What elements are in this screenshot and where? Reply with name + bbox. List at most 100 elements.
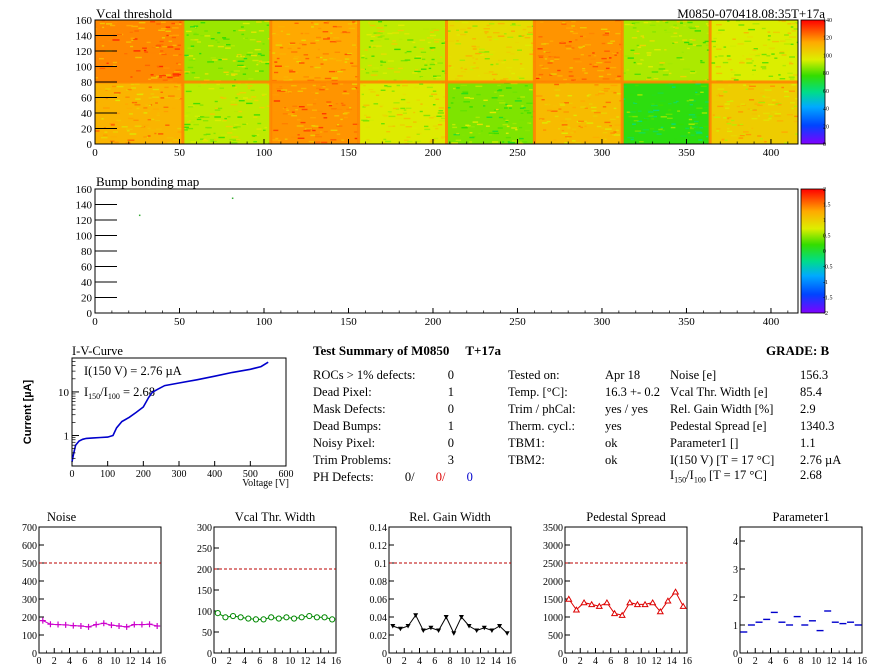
- y-tick-label: 500: [548, 631, 563, 642]
- x-tick-label: 50: [174, 147, 186, 159]
- iv-x-tick-label: 600: [279, 469, 294, 480]
- vcal-pixel: [491, 97, 498, 99]
- vcal-pixel: [622, 72, 626, 74]
- vcal-pixel: [763, 112, 770, 115]
- vcal-pixel: [455, 43, 462, 45]
- vcal-pixel: [411, 127, 418, 129]
- vcal-pixel: [336, 125, 343, 127]
- vcal-pixel: [517, 142, 524, 144]
- vcal-pixel: [272, 139, 278, 141]
- vcal-pixel: [364, 105, 367, 107]
- vcal-pixel: [673, 32, 678, 34]
- vcal-pixel: [563, 78, 567, 81]
- vcal-pixel: [371, 55, 375, 57]
- vcal-pixel: [516, 97, 521, 100]
- y-tick-label: 600: [22, 541, 37, 552]
- vcal-pixel: [238, 100, 245, 102]
- vcal-pixel: [572, 32, 578, 35]
- vcal-pixel: [558, 128, 561, 130]
- vcal-pixel: [254, 70, 262, 72]
- vcal-pixel: [657, 75, 661, 77]
- vcal-pixel: [553, 105, 557, 107]
- x-tick-label: 16: [156, 656, 166, 667]
- vcal-axes: 0 50 100 150 200 250 300 350 4000204060801001201…: [76, 15, 789, 159]
- vcal-pixel: [596, 62, 603, 64]
- vcal-pixel: [509, 107, 512, 109]
- vcal-pixel: [745, 58, 753, 60]
- vcal-pixel: [598, 90, 604, 93]
- vcal-pixel: [344, 58, 350, 60]
- vcal-pixel: [289, 42, 296, 44]
- vcal-pixel: [717, 105, 724, 108]
- vcal-pixel: [237, 116, 243, 118]
- vcal-pixel: [595, 94, 599, 96]
- vcal-pixel: [196, 118, 202, 121]
- vcal-pixel: [172, 44, 177, 47]
- vcal-pixel: [538, 73, 544, 76]
- vcal-pixel: [794, 105, 797, 107]
- vcal-pixel: [598, 93, 605, 95]
- vcal-pixel: [365, 72, 370, 74]
- vcal-pixel: [402, 112, 407, 114]
- vcal-pixel: [505, 119, 509, 122]
- vcal-pixel: [462, 91, 469, 93]
- vcal-pixel: [484, 51, 490, 53]
- vcal-pixel: [423, 28, 430, 30]
- vcal-pixel: [626, 111, 632, 113]
- vcal-heatmap-cells: [95, 20, 798, 144]
- vcal-pixel: [452, 123, 456, 126]
- vcal-pixel: [288, 69, 293, 71]
- vcal-pixel: [548, 56, 552, 58]
- vcal-pixel: [266, 24, 269, 26]
- vcal-pixel: [263, 124, 269, 126]
- vcal-pixel: [237, 64, 244, 67]
- vcal-pixel: [344, 112, 350, 114]
- vcal-pixel: [541, 66, 545, 68]
- vcal-pixel: [656, 133, 662, 135]
- vcal-pixel: [460, 110, 467, 112]
- y-tick-label: 20: [81, 124, 93, 136]
- vcal-pixel: [689, 27, 696, 29]
- x-tick-label: 8: [98, 656, 103, 667]
- vcal-pixel: [658, 24, 663, 27]
- z-tick-label: 120: [823, 36, 832, 42]
- vcal-pixel: [175, 84, 181, 87]
- vcal-pixel: [205, 126, 211, 129]
- vcal-pixel: [369, 141, 374, 144]
- vcal-pixel: [310, 117, 316, 119]
- vcal-pixel: [404, 52, 407, 54]
- vcal-pixel: [490, 63, 494, 66]
- vcal-pixel: [279, 86, 283, 88]
- vcal-pixel: [596, 125, 602, 128]
- vcal-pixel: [483, 72, 491, 74]
- iv-y-tick-label: 10: [58, 387, 70, 399]
- vcal-pixel: [351, 65, 358, 67]
- vcal-pixel: [413, 121, 417, 123]
- vcal-pixel: [258, 70, 264, 72]
- x-tick-label: 14: [141, 656, 151, 667]
- vcal-pixel: [171, 22, 175, 25]
- vcal-pixel: [200, 22, 206, 24]
- vcal-pixel: [440, 137, 444, 139]
- vcal-pixel: [525, 129, 530, 132]
- vcal-pixel: [128, 117, 134, 120]
- vcal-pixel: [554, 58, 560, 61]
- vcal-pixel: [624, 22, 631, 24]
- vcal-pixel: [648, 115, 654, 117]
- vcal-pixel: [682, 39, 688, 41]
- vcal-pixel: [484, 31, 489, 33]
- vcal-pixel: [564, 102, 569, 104]
- vcal-pixel: [340, 118, 343, 121]
- x-tick-label: 2: [753, 656, 758, 667]
- vcal-pixel: [499, 102, 506, 104]
- vcal-pixel: [238, 55, 241, 57]
- vcal-pixel: [147, 127, 151, 130]
- vcal-pixel: [319, 89, 325, 91]
- vcal-pixel: [105, 89, 108, 91]
- vcal-pixel: [752, 49, 757, 51]
- vcal-pixel: [389, 112, 392, 114]
- vcal-pixel: [314, 98, 317, 101]
- vcal-pixel: [380, 64, 383, 66]
- data-point: [47, 621, 54, 628]
- vcal-pixel: [260, 54, 265, 57]
